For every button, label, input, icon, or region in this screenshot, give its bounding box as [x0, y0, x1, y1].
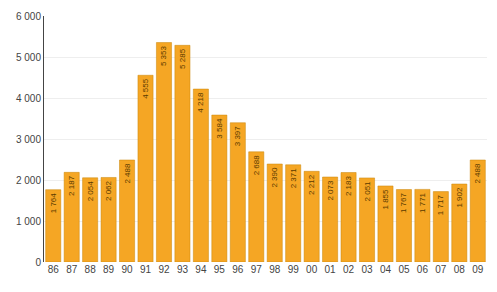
svg-text:97: 97 [251, 264, 263, 275]
svg-text:1 902: 1 902 [455, 187, 464, 208]
svg-text:89: 89 [103, 264, 115, 275]
svg-text:00: 00 [306, 264, 318, 275]
svg-text:02: 02 [343, 264, 355, 275]
svg-text:2 212: 2 212 [307, 174, 316, 195]
svg-text:09: 09 [472, 264, 484, 275]
svg-text:5 285: 5 285 [178, 48, 187, 69]
svg-text:08: 08 [454, 264, 466, 275]
svg-text:06: 06 [417, 264, 429, 275]
svg-text:5 000: 5 000 [16, 52, 41, 63]
svg-text:2 062: 2 062 [104, 180, 113, 201]
svg-text:93: 93 [177, 264, 189, 275]
svg-text:2 051: 2 051 [363, 181, 372, 202]
svg-text:87: 87 [66, 264, 78, 275]
svg-text:95: 95 [214, 264, 226, 275]
svg-text:2 488: 2 488 [473, 163, 482, 184]
svg-text:90: 90 [121, 264, 133, 275]
svg-text:92: 92 [158, 264, 170, 275]
svg-text:96: 96 [232, 264, 244, 275]
svg-text:3 000: 3 000 [16, 134, 41, 145]
svg-text:91: 91 [140, 264, 152, 275]
svg-text:6 000: 6 000 [16, 11, 41, 22]
svg-text:1 000: 1 000 [16, 216, 41, 227]
svg-text:88: 88 [85, 264, 97, 275]
svg-text:05: 05 [398, 264, 410, 275]
svg-text:2 688: 2 688 [252, 155, 261, 176]
svg-text:1 855: 1 855 [381, 189, 390, 210]
svg-text:07: 07 [435, 264, 447, 275]
svg-text:2 371: 2 371 [289, 168, 298, 189]
svg-text:2 183: 2 183 [344, 176, 353, 197]
svg-text:2 390: 2 390 [270, 167, 279, 188]
svg-text:4 218: 4 218 [196, 92, 205, 113]
svg-text:1 717: 1 717 [436, 195, 445, 216]
svg-text:2 187: 2 187 [67, 175, 76, 196]
svg-text:5 353: 5 353 [159, 46, 168, 67]
svg-text:03: 03 [361, 264, 373, 275]
svg-text:01: 01 [325, 264, 337, 275]
svg-text:1 764: 1 764 [49, 193, 58, 214]
svg-text:94: 94 [195, 264, 207, 275]
svg-text:4 555: 4 555 [141, 78, 150, 99]
svg-text:1 771: 1 771 [418, 192, 427, 213]
svg-text:98: 98 [269, 264, 281, 275]
svg-text:3 397: 3 397 [233, 126, 242, 147]
svg-text:2 000: 2 000 [16, 175, 41, 186]
svg-text:3 584: 3 584 [215, 118, 224, 139]
svg-text:99: 99 [288, 264, 300, 275]
svg-text:4 000: 4 000 [16, 93, 41, 104]
svg-text:0: 0 [35, 257, 41, 268]
svg-text:2 073: 2 073 [326, 180, 335, 201]
svg-text:1 767: 1 767 [399, 193, 408, 214]
svg-text:2 054: 2 054 [86, 181, 95, 202]
svg-text:2 488: 2 488 [123, 163, 132, 184]
svg-text:86: 86 [48, 264, 60, 275]
svg-text:04: 04 [380, 264, 392, 275]
